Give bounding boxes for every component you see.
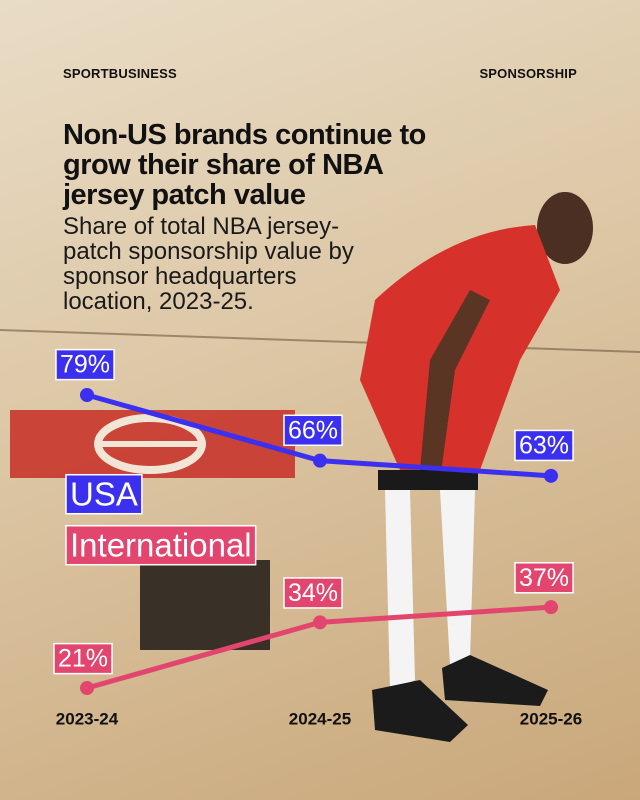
value-label: 79% — [60, 351, 110, 379]
data-point — [80, 681, 94, 695]
value-label: 63% — [519, 431, 569, 459]
value-label-box — [514, 562, 574, 594]
value-label: 37% — [519, 564, 569, 592]
player-photo — [360, 192, 593, 742]
value-label-box — [514, 429, 574, 462]
data-point — [544, 600, 558, 615]
value-label-box — [283, 577, 343, 609]
x-tick-label: 2025-26 — [520, 709, 582, 728]
data-point — [313, 453, 327, 468]
x-tick-label: 2024-25 — [289, 709, 351, 728]
legend-label-box — [65, 473, 143, 515]
value-label: 34% — [288, 579, 338, 607]
chart-subtitle: Share of total NBA jersey-patch sponsors… — [63, 213, 354, 315]
legend-label: International — [70, 527, 252, 564]
value-label-box — [283, 414, 343, 447]
chart-title: Non-US brands continue to grow their sha… — [63, 119, 426, 211]
data-point — [80, 388, 94, 402]
legend-label: USA — [70, 476, 138, 513]
value-label: 21% — [58, 645, 108, 673]
x-tick-label: 2023-24 — [56, 709, 119, 728]
data-point — [313, 615, 327, 630]
legend-label-box — [65, 524, 257, 566]
court-decoration — [0, 329, 640, 650]
section: SPONSORSHIP — [479, 66, 577, 81]
data-point — [544, 468, 558, 483]
value-label: 66% — [288, 416, 338, 444]
value-label-box — [55, 348, 115, 381]
value-label-box — [53, 642, 113, 675]
brand: SPORTBUSINESS — [63, 66, 177, 81]
